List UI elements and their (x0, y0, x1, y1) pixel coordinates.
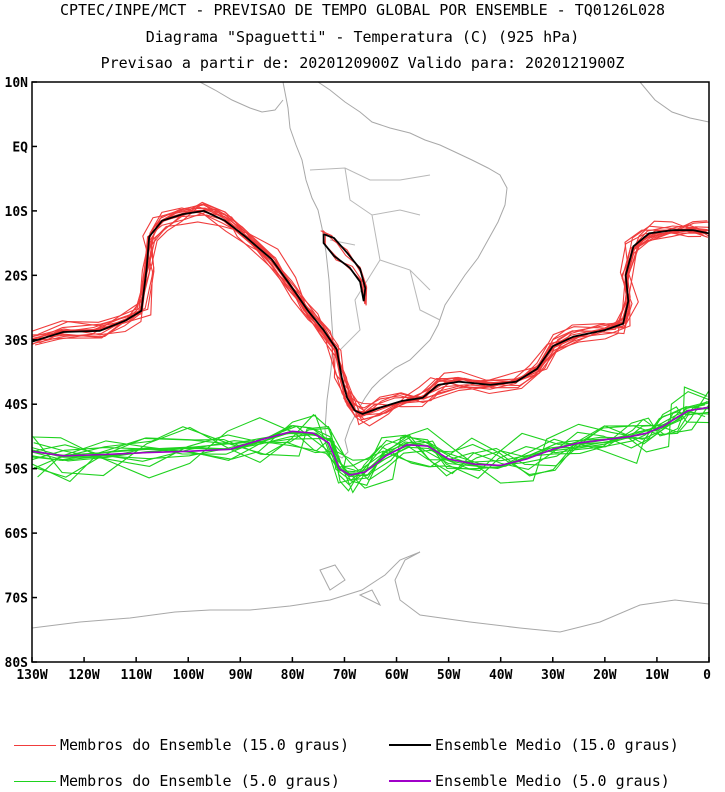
legend-label-mean-15: Ensemble Medio (15.0 graus) (435, 736, 679, 754)
antarctica-coast (32, 551, 709, 633)
antarctic-islands (319, 564, 382, 607)
ensemble-member-15-line (32, 203, 709, 408)
lon-tick-label: 120W (68, 668, 99, 683)
ensemble-member-5-line (37, 386, 708, 478)
lon-tick-label: 40W (489, 668, 513, 683)
central-america-coast (199, 82, 284, 113)
ensemble-members-5 (32, 386, 709, 494)
legend-label-mean-5: Ensemble Medio (5.0 graus) (435, 772, 670, 790)
ensemble-mean-15-line (32, 209, 709, 415)
lon-tick-label: 10W (645, 668, 669, 683)
lon-tick-label: 100W (173, 668, 204, 683)
map-plot-area (32, 82, 709, 633)
legend-swatch-red (14, 744, 56, 746)
ensemble-members-15 (32, 201, 709, 427)
ensemble-member-15-line (32, 201, 708, 409)
lon-tick-label: 80W (281, 668, 305, 683)
africa-coast (639, 82, 709, 123)
lat-tick-label: 30S (5, 334, 29, 349)
lon-tick-label: 50W (437, 668, 461, 683)
latitude-axis: 10N EQ 10S 20S 30S 40S 50S 60S 70S 80S (5, 76, 37, 671)
ensemble-member-15-line (37, 220, 705, 426)
lat-tick-label: EQ (12, 140, 28, 155)
ensemble-member-15-line (32, 207, 709, 418)
lat-tick-label: 20S (5, 269, 29, 284)
legend-item-members-5: Membros do Ensemble (5.0 graus) (14, 772, 340, 790)
ensemble-member-15-line (32, 211, 709, 413)
south-america-borders (309, 167, 441, 351)
legend-swatch-green (14, 780, 56, 782)
coastlines (32, 82, 709, 633)
lon-tick-label: 70W (333, 668, 357, 683)
lon-tick-label: 130W (16, 668, 47, 683)
lon-tick-label: 0 (703, 668, 711, 683)
ensemble-mean-15-andes-line (322, 233, 367, 302)
ensemble-member-15-line (32, 209, 708, 414)
lat-tick-label: 70S (5, 592, 29, 607)
ensemble-member-5-line (33, 404, 709, 481)
south-america-coast (282, 82, 508, 459)
ensemble-mean-5-line (32, 406, 709, 476)
longitude-axis: 130W 120W 110W 100W 90W 80W 70W 60W 50W 40W 30W 20W… (16, 657, 711, 683)
lat-tick-label: 50S (5, 463, 29, 478)
lat-tick-label: 60S (5, 527, 29, 542)
lon-tick-label: 20W (593, 668, 617, 683)
legend-swatch-purple (389, 780, 431, 782)
lon-tick-label: 30W (541, 668, 565, 683)
legend-item-mean-5: Ensemble Medio (5.0 graus) (389, 772, 670, 790)
lat-tick-label: 10S (5, 205, 29, 220)
legend-item-members-15: Membros do Ensemble (15.0 graus) (14, 736, 349, 754)
lon-tick-label: 110W (120, 668, 151, 683)
ensemble-member-15-line (32, 207, 708, 418)
ensemble-member-15-line (39, 208, 709, 416)
lat-tick-label: 10N (5, 76, 29, 91)
ensemble-member-5-line (32, 390, 709, 489)
lat-tick-label: 40S (5, 398, 29, 413)
ensemble-member-5-line (32, 406, 709, 477)
ensemble-member-5-line (33, 390, 709, 479)
chart-title: CPTEC/INPE/MCT - PREVISAO DE TEMPO GLOBA… (59, 1, 666, 19)
legend-swatch-black (389, 744, 431, 746)
legend-label-members-5: Membros do Ensemble (5.0 graus) (60, 772, 340, 790)
ensemble-member-5-line (32, 402, 709, 473)
plot-frame (31, 81, 710, 663)
lon-tick-label: 90W (229, 668, 253, 683)
chart-forecast-dates: Previsao a partir de: 2020120900Z Valido… (100, 54, 625, 72)
legend-item-mean-15: Ensemble Medio (15.0 graus) (389, 736, 679, 754)
lat-tick-label: 80S (5, 656, 29, 671)
legend-label-members-15: Membros do Ensemble (15.0 graus) (60, 736, 349, 754)
chart-subtitle: Diagrama "Spaguetti" - Temperatura (C) (… (145, 28, 580, 46)
lon-tick-label: 60W (385, 668, 409, 683)
